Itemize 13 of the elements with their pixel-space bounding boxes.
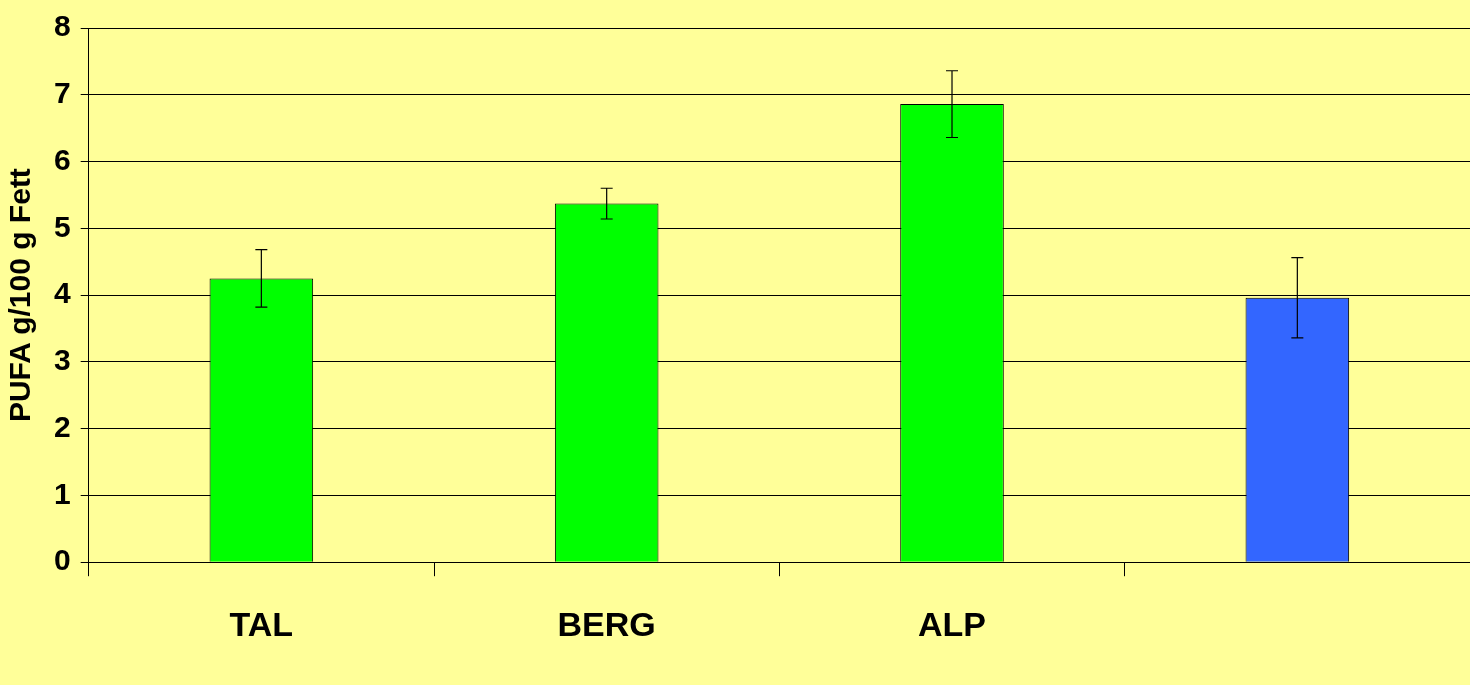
y-tick-label: 4 xyxy=(54,276,71,310)
y-tick-label: 7 xyxy=(54,76,71,110)
y-tick-label: 1 xyxy=(54,476,71,510)
y-tick-label: 3 xyxy=(54,343,71,377)
y-tick-label: 5 xyxy=(54,209,71,243)
x-tick-label: BERG xyxy=(557,604,656,643)
x-tick-label: ALP xyxy=(918,604,987,643)
y-tick-label: 2 xyxy=(54,409,71,443)
y-tick-label: 0 xyxy=(54,543,71,577)
y-axis-title: PUFA g/100 g Fett xyxy=(3,168,37,423)
y-tick-label: 8 xyxy=(54,9,71,43)
x-tick-label: TAL xyxy=(229,604,294,643)
y-tick-label: 6 xyxy=(54,142,71,176)
